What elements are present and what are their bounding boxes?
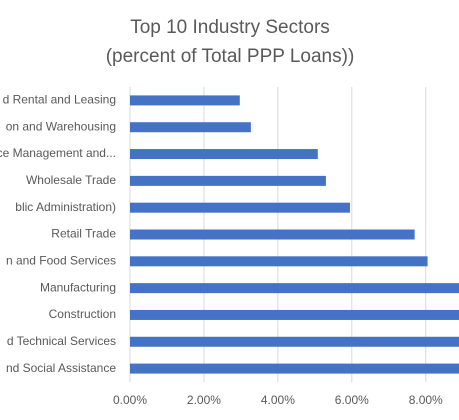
bar	[130, 175, 326, 186]
y-tick-label: nd Social Assistance	[6, 361, 116, 375]
y-tick-label: Manufacturing	[40, 280, 116, 294]
bar	[130, 256, 428, 267]
y-tick-label: n and Food Services	[6, 253, 116, 267]
y-tick-label: Retail Trade	[51, 227, 116, 241]
bar	[130, 122, 251, 133]
x-tick-label: 0.00%	[113, 393, 147, 407]
y-tick-label: on and Warehousing	[6, 119, 116, 133]
bar	[130, 309, 459, 320]
bar	[130, 202, 350, 213]
y-tick-label: ce Management and...	[0, 146, 116, 160]
x-tick-label: 4.00%	[261, 393, 295, 407]
chart-subtitle: (percent of Total PPP Loans))	[106, 46, 355, 67]
x-tick-label: 2.00%	[187, 393, 221, 407]
y-tick-label: Wholesale Trade	[26, 173, 116, 187]
bar	[130, 336, 459, 347]
bar	[130, 95, 240, 106]
x-tick-label: 6.00%	[335, 393, 369, 407]
y-tick-label: d Technical Services	[7, 334, 116, 348]
y-tick-label: Construction	[49, 307, 116, 321]
bar	[130, 229, 415, 240]
bar	[130, 149, 318, 160]
bar	[130, 363, 459, 374]
bar	[130, 283, 459, 294]
chart-title: Top 10 Industry Sectors	[130, 17, 330, 38]
x-tick-label: 8.00%	[409, 393, 443, 407]
y-tick-label: blic Administration)	[15, 200, 116, 214]
y-tick-label: d Rental and Leasing	[3, 93, 116, 107]
